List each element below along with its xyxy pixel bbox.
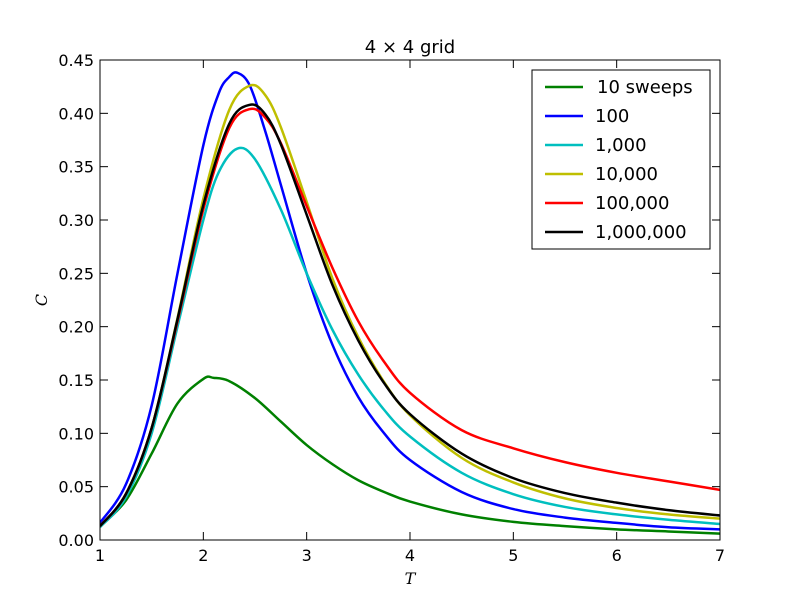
legend-label-1: 10 sweeps	[597, 77, 693, 98]
legend-items: 10 sweeps 100 1,000 10,000 100,000 1,000,000	[545, 77, 693, 243]
y-tick-label: 0.10	[58, 424, 94, 443]
series-line-2	[100, 71, 720, 531]
y-tick-label: 0.20	[58, 318, 94, 337]
y-tick-label: 0.30	[58, 211, 94, 230]
y-axis-label: C	[32, 294, 51, 306]
x-tick-label: 4	[405, 546, 415, 565]
chart-title: 4 × 4 grid	[365, 37, 455, 58]
y-tick-label: 0.45	[58, 51, 94, 70]
x-tick-label: 5	[508, 546, 518, 565]
y-tick-label: 0.25	[58, 264, 94, 283]
legend-label-4: 10,000	[595, 164, 658, 185]
legend-label-5: 100,000	[595, 193, 669, 214]
x-tick-label: 6	[612, 546, 622, 565]
y-tick-label: 0.00	[58, 531, 94, 550]
y-tick-label: 0.40	[58, 104, 94, 123]
legend-label-2: 100	[595, 106, 629, 127]
series-layer	[100, 71, 720, 535]
plot-frame	[99, 59, 721, 541]
legend-label-6: 1,000,000	[595, 222, 687, 243]
legend-label-3: 1,000	[595, 135, 647, 156]
x-tick-label: 7	[715, 546, 725, 565]
x-tick-label: 3	[302, 546, 312, 565]
y-tick-label: 0.15	[58, 371, 94, 390]
y-tick-label: 0.05	[58, 478, 94, 497]
y-tick-label: 0.35	[58, 158, 94, 177]
x-tick-label: 2	[198, 546, 208, 565]
legend: 10 sweeps 100 1,000 10,000 100,000 1,000,000	[531, 69, 711, 250]
x-axis-label: T	[405, 569, 417, 588]
x-tick-label: 1	[95, 546, 105, 565]
legend-box	[531, 69, 711, 250]
series-line-1	[100, 375, 720, 535]
series-line-6	[100, 103, 720, 527]
